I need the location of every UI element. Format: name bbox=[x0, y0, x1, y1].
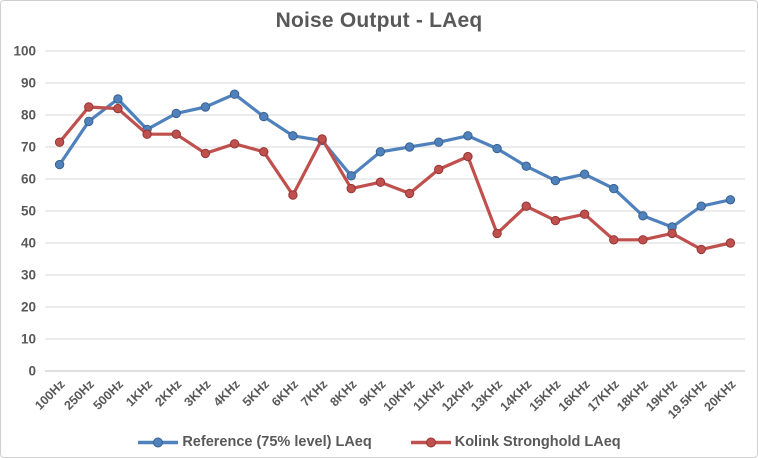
x-axis-tick-label: 100Hz bbox=[32, 377, 67, 412]
data-point bbox=[521, 161, 531, 171]
data-point bbox=[346, 171, 356, 181]
data-point bbox=[725, 195, 736, 205]
data-point bbox=[54, 159, 65, 170]
data-point bbox=[171, 129, 181, 139]
x-axis-tick-label: 4KHz bbox=[211, 377, 243, 409]
x-axis-tick-label: 13KHz bbox=[468, 377, 505, 414]
x-axis-tick-label: 7KHz bbox=[298, 377, 330, 409]
x-axis-tick-label: 11KHz bbox=[410, 377, 446, 413]
data-point bbox=[404, 142, 415, 152]
legend-line-marker-icon bbox=[410, 437, 451, 447]
x-axis-tick-label: 18KHz bbox=[614, 377, 651, 414]
data-point bbox=[696, 244, 706, 255]
data-point bbox=[142, 129, 152, 139]
x-axis-tick-label: 17KHz bbox=[585, 377, 622, 414]
data-point bbox=[463, 151, 473, 162]
x-axis-tick-label: 10KHz bbox=[381, 377, 418, 414]
data-point bbox=[725, 238, 736, 248]
data-point bbox=[550, 175, 561, 186]
y-axis-tick-label: 0 bbox=[28, 364, 36, 379]
legend-dot bbox=[153, 437, 164, 447]
data-point bbox=[259, 147, 269, 157]
legend-label: Kolink Stronghold LAeq bbox=[454, 434, 621, 450]
data-point bbox=[84, 116, 94, 127]
data-point bbox=[521, 201, 531, 211]
data-point bbox=[288, 190, 298, 200]
data-point bbox=[113, 103, 123, 114]
data-point bbox=[84, 102, 94, 112]
data-point bbox=[229, 89, 240, 99]
data-point bbox=[113, 94, 123, 104]
data-point bbox=[579, 209, 590, 219]
y-axis-tick-label: 70 bbox=[21, 140, 36, 155]
x-axis-tick-label: 8KHz bbox=[327, 377, 359, 409]
series-line-0 bbox=[57, 92, 733, 229]
y-axis-tick-label: 100 bbox=[13, 44, 36, 59]
x-axis-tick-label: 15KHz bbox=[527, 377, 564, 414]
data-point bbox=[434, 164, 444, 175]
y-axis-tick-label: 10 bbox=[21, 332, 36, 347]
data-point bbox=[609, 183, 619, 194]
data-point bbox=[229, 139, 240, 149]
data-point bbox=[579, 169, 590, 179]
legend-dot bbox=[425, 437, 436, 447]
data-point bbox=[696, 201, 706, 211]
legend-item-1: Kolink Stronghold LAeq bbox=[410, 434, 621, 450]
data-point bbox=[346, 183, 356, 194]
data-point bbox=[463, 131, 473, 141]
data-point bbox=[550, 215, 561, 226]
x-axis-tick-label: 3KHz bbox=[182, 377, 214, 409]
x-axis-tick-label: 5KHz bbox=[240, 377, 272, 409]
x-axis-tick-label: 6KHz bbox=[269, 377, 301, 409]
chart-title: Noise Output - LAeq bbox=[275, 9, 483, 32]
data-point bbox=[171, 108, 181, 119]
y-axis-tick-label: 90 bbox=[21, 76, 36, 91]
x-axis-tick-label: 500Hz bbox=[91, 377, 126, 412]
y-axis-tick-label: 30 bbox=[21, 268, 36, 283]
x-axis-tick-label: 250Hz bbox=[61, 377, 96, 412]
legend-label: Reference (75% level) LAeq bbox=[182, 434, 372, 450]
data-point bbox=[288, 131, 298, 141]
data-point bbox=[609, 235, 619, 245]
y-axis-tick-label: 50 bbox=[21, 204, 36, 219]
data-point bbox=[200, 102, 211, 112]
x-axis-tick-label: 16KHz bbox=[556, 377, 593, 414]
legend-item-0: Reference (75% level) LAeq bbox=[137, 434, 372, 450]
data-point bbox=[638, 235, 648, 245]
data-point bbox=[638, 211, 648, 221]
data-point bbox=[667, 228, 677, 239]
legend: Reference (75% level) LAeq Kolink Strongh… bbox=[1, 434, 757, 450]
data-point bbox=[404, 188, 415, 199]
data-point bbox=[434, 137, 444, 147]
y-axis-tick-label: 80 bbox=[21, 108, 36, 123]
y-axis-tick-label: 60 bbox=[21, 172, 36, 187]
x-axis-tick-label: 1KHz bbox=[123, 377, 155, 409]
x-axis-tick-label: 14KHz bbox=[497, 377, 534, 414]
data-point bbox=[375, 147, 386, 157]
series-line-1 bbox=[57, 105, 733, 251]
data-point bbox=[317, 134, 327, 144]
data-point bbox=[259, 111, 269, 122]
x-axis-tick-label: 12KHz bbox=[439, 377, 476, 414]
data-point bbox=[492, 228, 502, 239]
legend-line-marker-icon bbox=[138, 437, 179, 447]
data-point bbox=[375, 177, 386, 187]
data-point bbox=[54, 137, 65, 147]
data-point bbox=[492, 143, 502, 154]
data-point bbox=[200, 148, 211, 159]
y-axis-tick-label: 20 bbox=[21, 300, 36, 315]
x-axis-tick-label: 20KHz bbox=[702, 377, 739, 414]
x-axis-tick-label: 2KHz bbox=[152, 377, 184, 409]
y-axis-tick-label: 40 bbox=[21, 236, 36, 251]
